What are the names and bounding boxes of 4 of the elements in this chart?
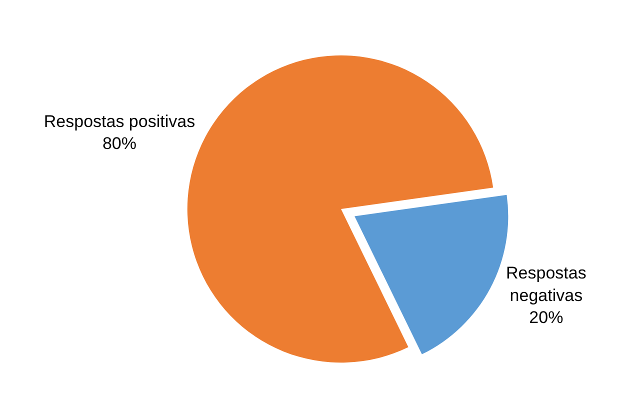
slice-label: Respostas negativas bbox=[506, 264, 586, 305]
data-label: 80% bbox=[102, 134, 136, 153]
slice-label: Respostas positivas bbox=[44, 112, 196, 131]
data-label: 20% bbox=[529, 308, 564, 327]
